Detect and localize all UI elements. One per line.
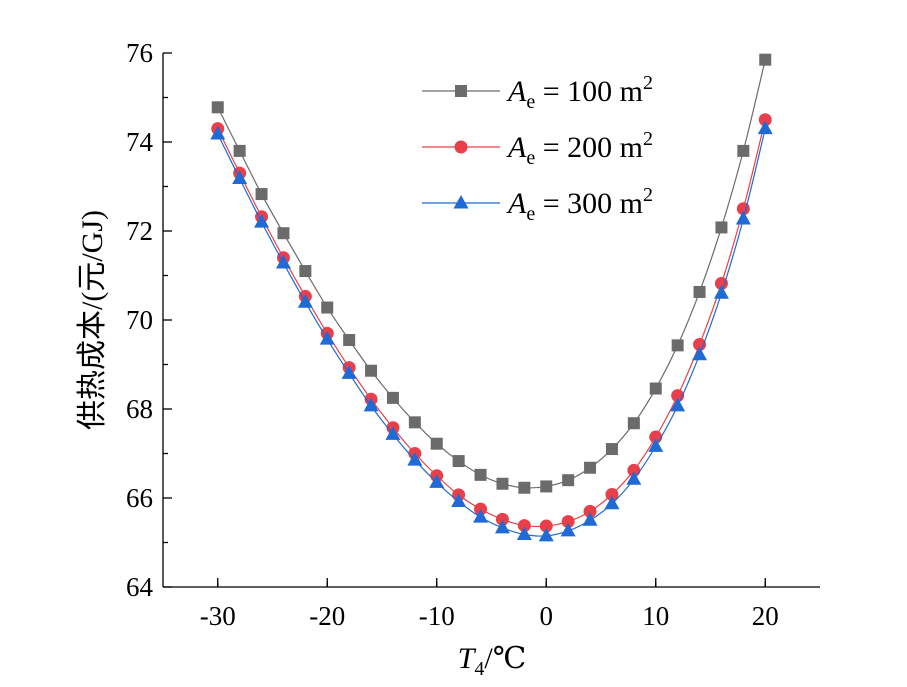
data-point — [299, 265, 312, 278]
y-tick-label: 64 — [126, 572, 154, 602]
data-point — [363, 397, 379, 412]
data-point — [319, 331, 335, 345]
data-point — [627, 463, 641, 477]
data-point — [714, 277, 728, 291]
data-point — [540, 480, 553, 493]
data-point — [211, 101, 224, 114]
data-point — [386, 391, 399, 404]
data-point — [232, 170, 248, 184]
data-point — [254, 214, 270, 228]
data-point — [277, 227, 290, 240]
legend-marker — [455, 85, 467, 97]
legend-item-2: Ae = 200 m2 — [422, 128, 653, 169]
data-point — [275, 255, 291, 269]
y-tick-label: 76 — [126, 38, 153, 68]
x-axis-title-var: T — [458, 642, 477, 675]
data-point — [582, 512, 598, 526]
legend-label: Ae = 100 m2 — [506, 72, 653, 113]
y-tick-label: 66 — [126, 483, 153, 513]
data-point — [627, 417, 640, 430]
data-point — [713, 285, 729, 299]
data-point — [693, 285, 706, 298]
data-point — [341, 365, 357, 379]
data-point — [626, 471, 642, 485]
y-tick-label: 70 — [126, 305, 153, 335]
legend-marker — [453, 195, 469, 209]
data-point — [737, 144, 750, 157]
legend-label: Ae = 200 m2 — [506, 128, 653, 169]
data-point — [605, 487, 619, 501]
data-point — [451, 493, 467, 508]
data-point — [735, 210, 751, 225]
data-point — [584, 461, 597, 474]
data-point — [473, 509, 489, 523]
data-point — [562, 474, 575, 487]
data-point — [518, 481, 531, 494]
legend-marker — [454, 140, 468, 154]
data-point — [671, 339, 684, 352]
data-point — [516, 526, 532, 540]
x-tick-label: -10 — [419, 601, 455, 631]
data-point — [385, 426, 401, 440]
legend-item-1: Ae = 100 m2 — [422, 72, 653, 113]
data-point — [494, 519, 510, 534]
data-point — [538, 527, 554, 542]
data-point — [343, 334, 356, 347]
x-tick-label: 20 — [752, 601, 779, 631]
legend: Ae = 100 m2 Ae = 200 m2 Ae = 300 m2 — [422, 72, 653, 225]
data-point — [583, 504, 597, 518]
data-point — [759, 53, 772, 66]
x-tick-label: -30 — [200, 601, 236, 631]
plot-area — [162, 53, 820, 588]
data-point — [648, 438, 664, 452]
data-point — [430, 437, 443, 450]
data-point — [517, 519, 531, 533]
y-tick-label: 68 — [126, 394, 153, 424]
data-point — [692, 346, 708, 361]
legend-label: Ae = 300 m2 — [506, 184, 653, 225]
x-axis-title-unit: /℃ — [484, 642, 526, 675]
data-point — [495, 512, 509, 526]
data-point — [560, 522, 576, 537]
data-point — [715, 221, 728, 234]
data-point — [474, 468, 487, 481]
data-point — [365, 364, 378, 377]
y-axis-title: 供热成本/(元/GJ) — [76, 210, 109, 430]
data-point — [297, 294, 313, 308]
series-3 — [210, 120, 773, 542]
x-tick-label: -20 — [309, 601, 345, 631]
y-tick-label: 72 — [126, 216, 153, 246]
x-tick-label: 0 — [540, 601, 554, 631]
data-point — [539, 519, 553, 533]
data-point — [605, 443, 618, 456]
data-point — [604, 495, 620, 510]
data-point — [758, 113, 772, 127]
data-point — [233, 144, 246, 157]
data-point — [429, 474, 445, 488]
y-tick-label: 74 — [126, 127, 154, 157]
data-point — [452, 455, 465, 468]
data-point — [496, 477, 509, 490]
data-point — [561, 515, 575, 529]
x-axis-title-sub: 4 — [474, 658, 484, 680]
data-point — [321, 301, 334, 314]
data-point — [255, 188, 268, 201]
data-point — [474, 502, 488, 516]
ticks: -30 -20 -10 0 10 20 64 66 68 70 72 74 76 — [126, 38, 779, 631]
series-1 — [211, 53, 772, 494]
data-point — [407, 452, 423, 466]
data-point — [649, 382, 662, 395]
legend-item-3: Ae = 300 m2 — [422, 184, 653, 225]
data-point — [210, 125, 226, 140]
data-point — [670, 397, 686, 412]
data-point — [757, 120, 773, 135]
x-axis-title: T4/℃ — [458, 642, 527, 680]
series-line — [217, 119, 766, 528]
series — [210, 53, 773, 542]
x-tick-label: 10 — [642, 601, 669, 631]
data-point — [408, 416, 421, 429]
